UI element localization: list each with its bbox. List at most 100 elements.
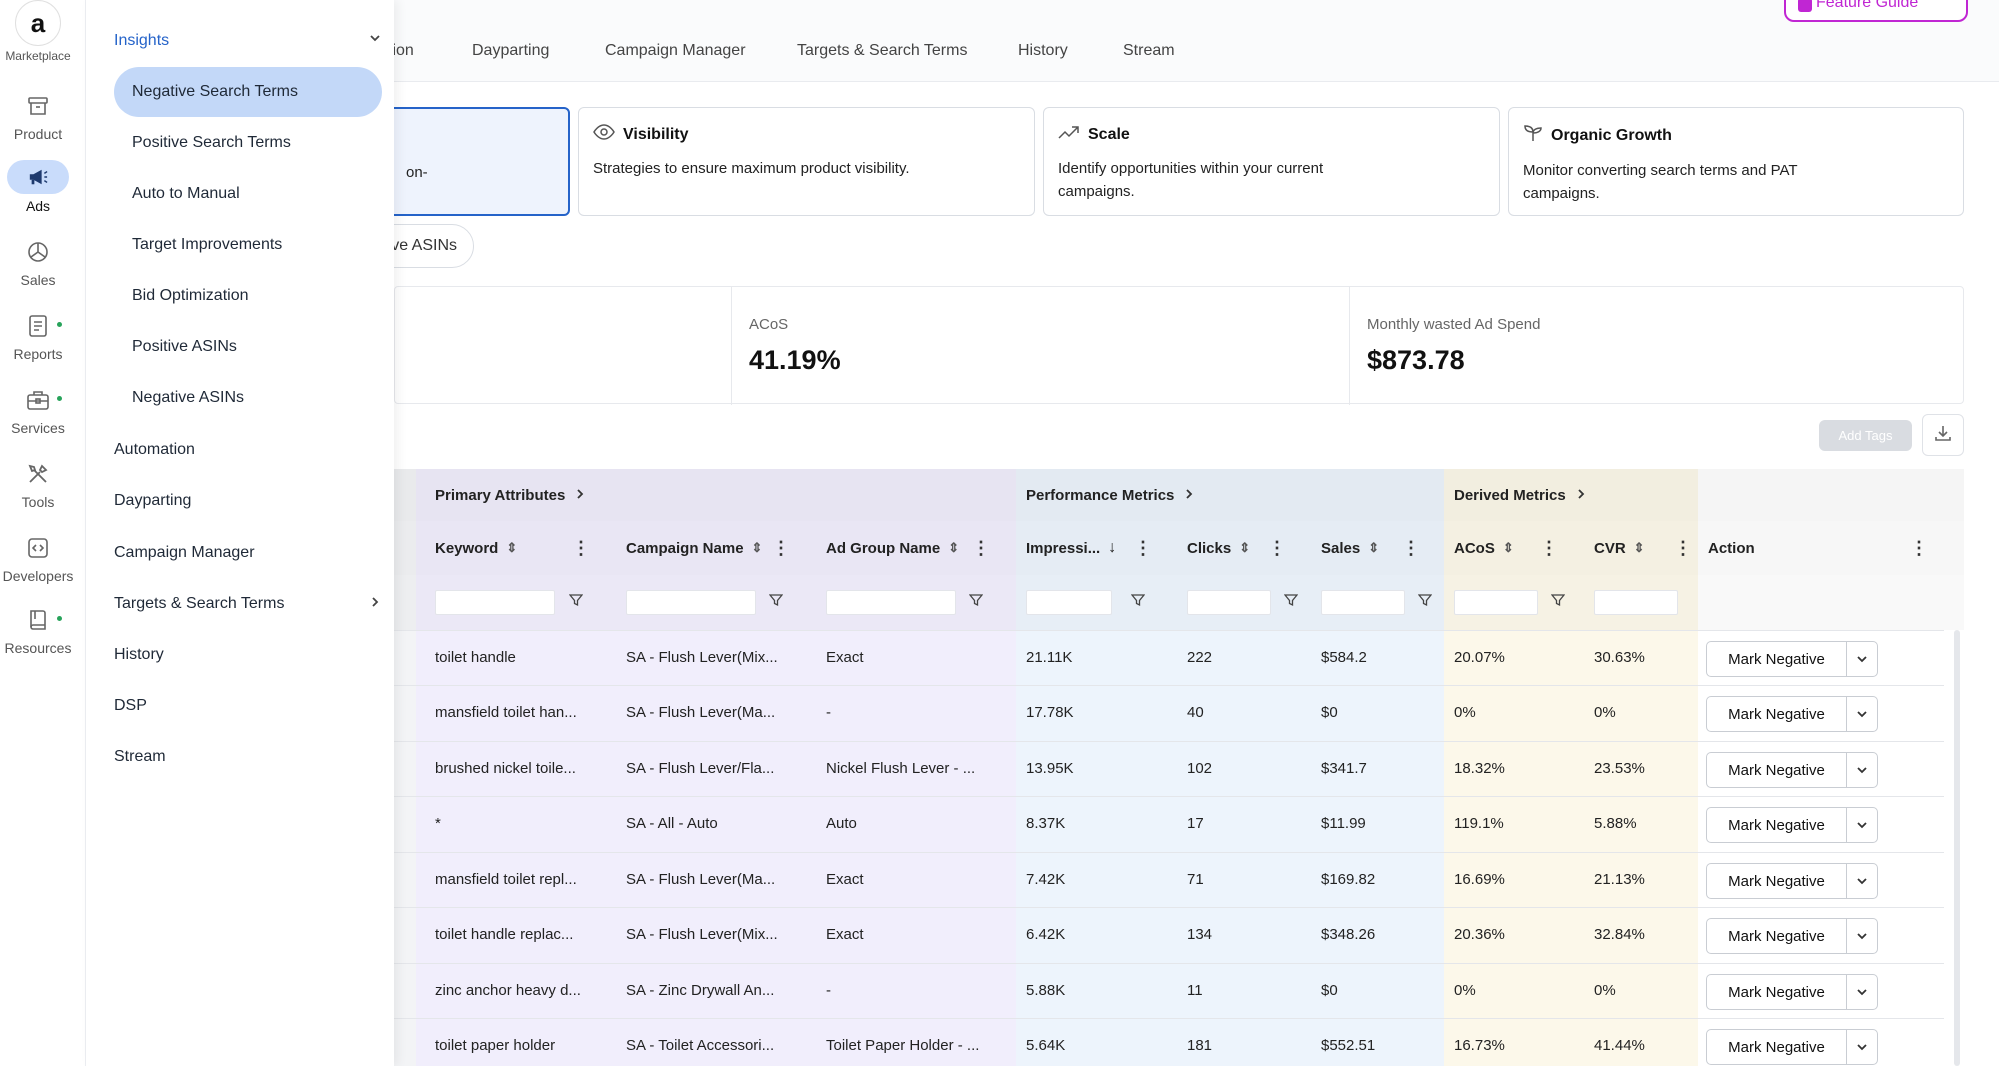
cell-keyword[interactable]: * (435, 815, 441, 832)
cell-keyword[interactable]: brushed nickel toile... (435, 760, 576, 777)
download-button[interactable] (1922, 414, 1964, 456)
filter-icon[interactable] (1417, 593, 1434, 609)
column-menu-icon[interactable]: ⋮ (1540, 537, 1558, 558)
filter-input-clicks[interactable] (1187, 590, 1271, 615)
cell-keyword[interactable]: toilet handle replac... (435, 926, 574, 943)
chevron-down-icon[interactable] (1847, 808, 1877, 842)
flyout-item-campaign-manager[interactable]: Campaign Manager (114, 544, 255, 561)
filter-icon[interactable] (768, 593, 785, 609)
rail-item-ads[interactable]: Ads (6, 160, 70, 214)
tab-partial[interactable]: tion (388, 42, 414, 59)
tab-targets-search-terms[interactable]: Targets & Search Terms (797, 42, 968, 59)
cell-keyword[interactable]: toilet paper holder (435, 1037, 556, 1054)
flyout-item-positive-search-terms[interactable]: Positive Search Terms (132, 134, 291, 151)
cell-campaign[interactable]: SA - Zinc Drywall An... (626, 982, 775, 999)
mark-negative-button[interactable]: Mark Negative (1706, 974, 1878, 1010)
chevron-down-icon[interactable] (1847, 864, 1877, 898)
flyout-item-dsp[interactable]: DSP (114, 697, 147, 714)
cell-campaign[interactable]: SA - Flush Lever/Fla... (626, 760, 775, 777)
cell-campaign[interactable]: SA - Flush Lever(Ma... (626, 871, 776, 888)
mark-negative-button[interactable]: Mark Negative (1706, 863, 1878, 899)
flyout-item-target-improvements[interactable]: Target Improvements (132, 236, 283, 253)
flyout-item-dayparting[interactable]: Dayparting (114, 492, 192, 509)
marketplace-switcher[interactable]: a Marketplace (0, 0, 76, 63)
filter-icon[interactable] (1283, 593, 1300, 609)
filter-input-impressions[interactable] (1026, 590, 1112, 615)
cell-campaign[interactable]: SA - Flush Lever(Mix... (626, 926, 778, 943)
cell-campaign[interactable]: SA - Flush Lever(Mix... (626, 649, 778, 666)
filter-icon[interactable] (968, 593, 985, 609)
mark-negative-button[interactable]: Mark Negative (1706, 752, 1878, 788)
group-performance-metrics[interactable]: Performance Metrics (1026, 469, 1194, 521)
column-menu-icon[interactable]: ⋮ (1134, 537, 1152, 558)
cell-campaign[interactable]: SA - All - Auto (626, 815, 718, 832)
sort-icon[interactable]: ⇕ (1502, 540, 1514, 555)
group-primary-attributes[interactable]: Primary Attributes (435, 469, 585, 521)
strategy-card-visibility[interactable]: Visibility Strategies to ensure maximum … (578, 107, 1035, 216)
column-header-keyword[interactable]: Keyword ⇕ (435, 539, 518, 557)
strategy-card-active[interactable]: on- (360, 107, 570, 216)
rail-item-sales[interactable]: Sales (0, 236, 76, 288)
column-header-acos[interactable]: ACoS ⇕ (1454, 539, 1514, 557)
group-derived-metrics[interactable]: Derived Metrics (1454, 469, 1586, 521)
filter-input-campaign[interactable] (626, 590, 756, 615)
tab-history[interactable]: History (1018, 42, 1068, 59)
flyout-item-negative-search-terms[interactable]: Negative Search Terms (114, 67, 382, 117)
flyout-item-targets-search-terms[interactable]: Targets & Search Terms (114, 595, 382, 613)
strategy-card-scale[interactable]: Scale Identify opportunities within your… (1043, 107, 1500, 216)
strategy-card-organic-growth[interactable]: Organic Growth Monitor converting search… (1508, 107, 1964, 216)
filter-input-keyword[interactable] (435, 590, 555, 615)
cell-campaign[interactable]: SA - Toilet Accessori... (626, 1037, 775, 1054)
column-menu-icon[interactable]: ⋮ (1402, 537, 1420, 558)
rail-item-developers[interactable]: Developers (0, 532, 76, 584)
chevron-down-icon[interactable] (1847, 1030, 1877, 1064)
flyout-item-auto-to-manual[interactable]: Auto to Manual (132, 185, 240, 202)
sort-icon[interactable]: ⇕ (751, 540, 763, 555)
cell-keyword[interactable]: zinc anchor heavy d... (435, 982, 581, 999)
mark-negative-button[interactable]: Mark Negative (1706, 918, 1878, 954)
column-menu-icon[interactable]: ⋮ (1268, 537, 1286, 558)
sort-icon[interactable]: ⇕ (1239, 540, 1251, 555)
sort-icon[interactable]: ⇕ (948, 540, 960, 555)
sort-icon[interactable]: ⇕ (1633, 540, 1645, 555)
cell-keyword[interactable]: mansfield toilet repl... (435, 871, 577, 888)
column-header-campaign-name[interactable]: Campaign Name ⇕ (626, 539, 763, 557)
mark-negative-button[interactable]: Mark Negative (1706, 807, 1878, 843)
sort-desc-icon[interactable]: ↓ (1108, 539, 1117, 556)
filter-input-cvr[interactable] (1594, 590, 1678, 615)
column-menu-icon[interactable]: ⋮ (772, 537, 790, 558)
column-menu-icon[interactable]: ⋮ (1910, 537, 1928, 558)
rail-item-resources[interactable]: Resources (0, 604, 76, 656)
filter-icon[interactable] (1550, 593, 1567, 609)
sort-icon[interactable]: ⇕ (1368, 540, 1380, 555)
flyout-item-history[interactable]: History (114, 646, 164, 663)
filter-input-acos[interactable] (1454, 590, 1538, 615)
flyout-item-stream[interactable]: Stream (114, 748, 166, 765)
chevron-down-icon[interactable] (1847, 919, 1877, 953)
chevron-down-icon[interactable] (1847, 753, 1877, 787)
mark-negative-button[interactable]: Mark Negative (1706, 641, 1878, 677)
rail-item-product[interactable]: Product (0, 90, 76, 142)
rail-item-reports[interactable]: Reports (0, 310, 76, 362)
tab-dayparting[interactable]: Dayparting (472, 42, 550, 59)
column-header-impressions[interactable]: Impressi... ↓ (1026, 539, 1117, 557)
filter-icon[interactable] (1130, 593, 1147, 609)
chevron-down-icon[interactable] (1847, 975, 1877, 1009)
filter-input-ad-group[interactable] (826, 590, 956, 615)
chevron-down-icon[interactable] (1847, 697, 1877, 731)
filter-input-sales[interactable] (1321, 590, 1405, 615)
cell-keyword[interactable]: toilet handle (435, 649, 516, 666)
column-menu-icon[interactable]: ⋮ (572, 537, 590, 558)
flyout-item-bid-optimization[interactable]: Bid Optimization (132, 287, 249, 304)
rail-item-tools[interactable]: Tools (0, 458, 76, 510)
flyout-item-negative-asins[interactable]: Negative ASINs (132, 389, 245, 406)
cell-keyword[interactable]: mansfield toilet han... (435, 704, 577, 721)
tab-campaign-manager[interactable]: Campaign Manager (605, 42, 746, 59)
column-header-ad-group-name[interactable]: Ad Group Name ⇕ (826, 539, 960, 557)
column-header-cvr[interactable]: CVR ⇕ (1594, 539, 1645, 557)
mark-negative-button[interactable]: Mark Negative (1706, 1029, 1878, 1065)
tab-stream[interactable]: Stream (1123, 42, 1175, 59)
sort-icon[interactable]: ⇕ (506, 540, 518, 555)
table-scrollbar[interactable] (1954, 630, 1960, 1066)
flyout-item-automation[interactable]: Automation (114, 441, 195, 458)
